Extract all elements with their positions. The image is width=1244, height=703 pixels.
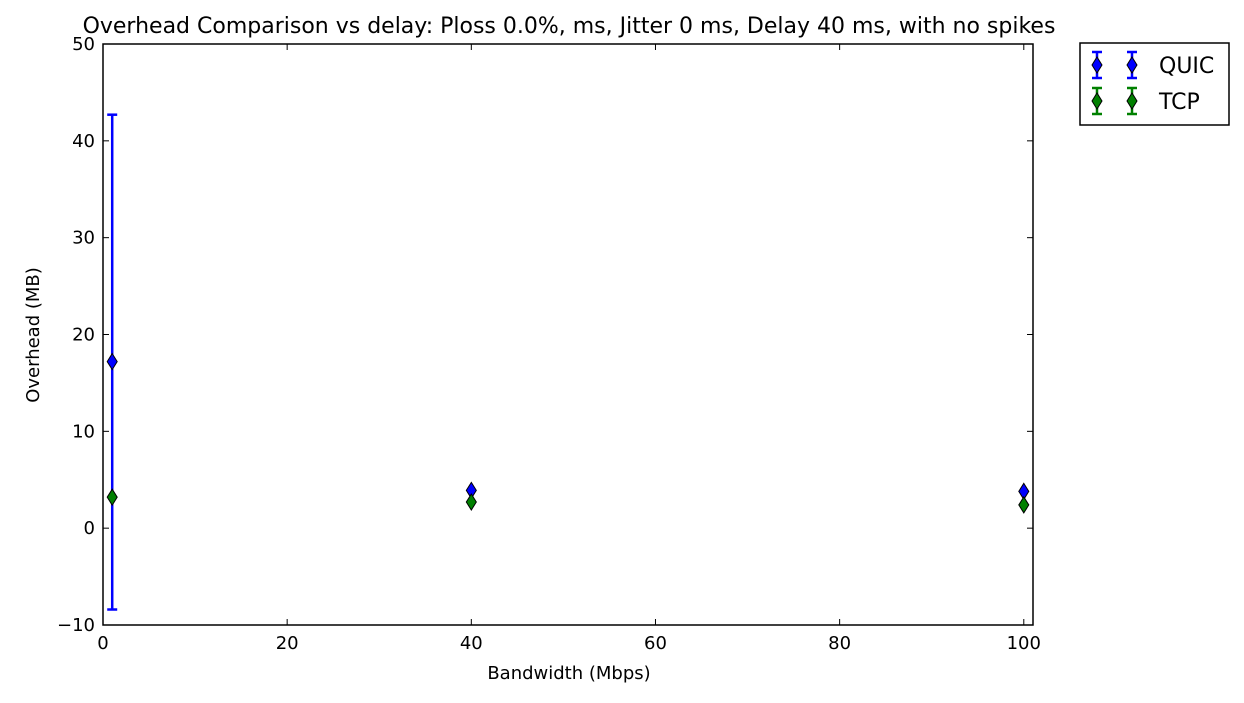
y-tick-label: −10 — [57, 615, 95, 636]
legend-box — [1079, 42, 1230, 126]
legend-marker-tcp — [1091, 92, 1103, 110]
legend-label-quic: QUIC — [1159, 54, 1214, 79]
x-tick-label: 20 — [276, 633, 299, 654]
legend-marker-quic — [1091, 56, 1103, 74]
y-axis-label: Overhead (MB) — [23, 267, 44, 403]
y-tick-label: 30 — [72, 228, 95, 249]
y-tick-label: 0 — [84, 518, 95, 539]
y-tick-label: 40 — [72, 131, 95, 152]
legend-marker-tcp — [1126, 92, 1138, 110]
x-tick-label: 0 — [97, 633, 108, 654]
plot-frame — [102, 43, 1034, 626]
legend: QUIC TCP — [1079, 42, 1230, 126]
chart-title: Overhead Comparison vs delay: Ploss 0.0%… — [83, 14, 1056, 39]
y-tick-label: 20 — [72, 325, 95, 346]
data-point-tcp — [106, 488, 118, 507]
data-point-quic — [106, 352, 118, 371]
x-tick-label: 100 — [1007, 633, 1041, 654]
legend-label-tcp: TCP — [1158, 90, 1200, 115]
y-tick-label: 50 — [72, 34, 95, 55]
x-axis-label: Bandwidth (Mbps) — [487, 663, 650, 684]
data-point-tcp — [1018, 495, 1030, 514]
x-tick-label: 60 — [644, 633, 667, 654]
x-tick-label: 40 — [460, 633, 483, 654]
legend-marker-quic — [1126, 56, 1138, 74]
data-point-tcp — [465, 493, 477, 511]
x-tick-label: 80 — [828, 633, 851, 654]
y-tick-label: 10 — [72, 421, 95, 442]
